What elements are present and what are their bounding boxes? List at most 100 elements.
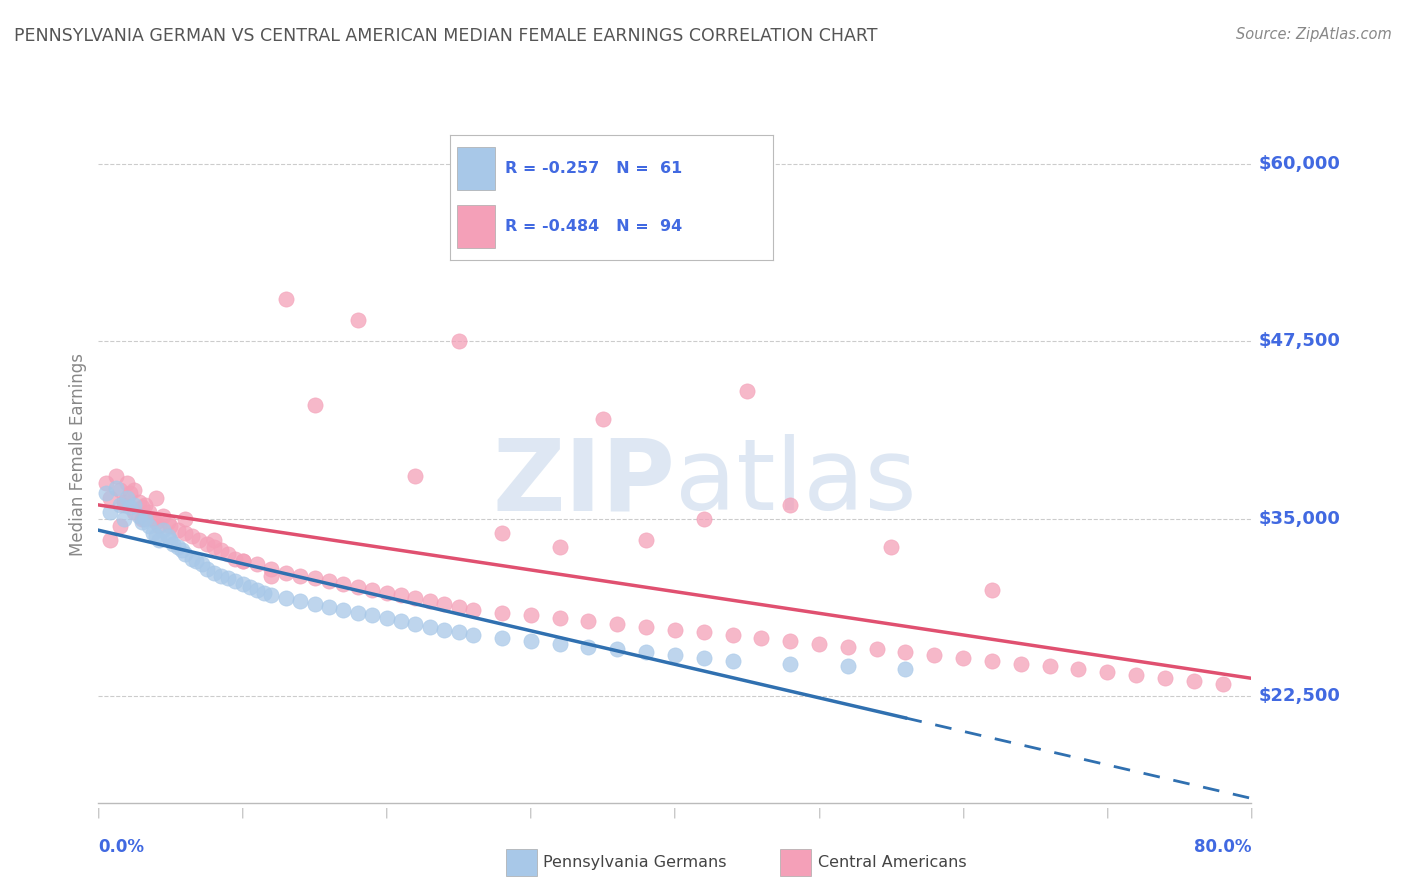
Point [636, 645, 658, 659]
Point [520, 608, 543, 623]
Point [128, 495, 150, 509]
Point [239, 580, 262, 594]
Point [231, 554, 254, 568]
Point [145, 491, 167, 505]
Point [170, 543, 193, 558]
Point [606, 642, 628, 657]
Point [922, 648, 945, 662]
Text: PENNSYLVANIA GERMAN VS CENTRAL AMERICAN MEDIAN FEMALE EARNINGS CORRELATION CHART: PENNSYLVANIA GERMAN VS CENTRAL AMERICAN … [14, 27, 877, 45]
Point [188, 533, 211, 548]
Point [104, 469, 127, 483]
Text: |: | [1105, 807, 1109, 818]
Point [195, 537, 218, 551]
Text: |: | [673, 807, 676, 818]
Point [304, 571, 326, 585]
Point [138, 519, 160, 533]
Point [837, 659, 859, 673]
Point [162, 537, 184, 551]
Point [461, 628, 484, 642]
Point [866, 642, 889, 657]
Point [202, 566, 225, 580]
Point [152, 508, 174, 523]
Point [253, 585, 276, 599]
Point [520, 634, 543, 648]
Point [195, 561, 218, 575]
Point [304, 597, 326, 611]
Point [142, 512, 165, 526]
Point [304, 398, 326, 412]
Text: |: | [1250, 807, 1253, 818]
Point [224, 551, 246, 566]
Point [246, 582, 269, 597]
Text: |: | [240, 807, 245, 818]
Point [98, 505, 121, 519]
Point [174, 512, 197, 526]
Text: Source: ZipAtlas.com: Source: ZipAtlas.com [1236, 27, 1392, 42]
Point [1153, 671, 1175, 685]
Point [152, 523, 174, 537]
Point [260, 568, 283, 582]
Point [138, 505, 160, 519]
Point [664, 648, 686, 662]
Point [142, 526, 165, 541]
Point [112, 498, 135, 512]
Point [405, 591, 427, 606]
Point [1038, 659, 1062, 673]
Point [361, 608, 384, 623]
Point [181, 529, 204, 543]
Point [419, 620, 441, 634]
Point [548, 611, 571, 625]
Point [693, 625, 716, 640]
Point [174, 526, 197, 541]
Point [120, 500, 142, 515]
Point [405, 469, 427, 483]
Point [274, 591, 297, 606]
Point [131, 515, 153, 529]
Point [202, 540, 225, 554]
Point [779, 657, 801, 671]
Point [290, 594, 312, 608]
Point [361, 582, 384, 597]
Point [447, 334, 470, 349]
Point [981, 582, 1004, 597]
Y-axis label: Median Female Earnings: Median Female Earnings [69, 353, 87, 557]
Point [433, 623, 456, 637]
Point [131, 500, 153, 515]
Text: |: | [962, 807, 965, 818]
Point [217, 571, 239, 585]
Point [894, 662, 917, 676]
Point [952, 651, 974, 665]
Point [693, 651, 716, 665]
Point [751, 631, 773, 645]
Point [124, 483, 146, 498]
Point [124, 498, 146, 512]
Point [98, 533, 121, 548]
Point [202, 533, 225, 548]
Point [290, 568, 312, 582]
Point [1010, 657, 1032, 671]
Point [98, 491, 121, 505]
Point [447, 599, 470, 614]
Text: |: | [385, 807, 388, 818]
Point [981, 654, 1004, 668]
Text: |: | [529, 807, 533, 818]
Point [94, 476, 117, 491]
Point [145, 515, 167, 529]
Point [134, 512, 156, 526]
Point [548, 637, 571, 651]
Point [721, 654, 744, 668]
Point [217, 547, 239, 561]
Point [318, 574, 340, 589]
Point [117, 491, 138, 505]
Point [224, 574, 246, 589]
Point [721, 628, 744, 642]
Point [405, 616, 427, 631]
Point [346, 580, 368, 594]
Point [548, 540, 571, 554]
Point [166, 523, 188, 537]
Text: Central Americans: Central Americans [818, 855, 967, 870]
Point [735, 384, 758, 398]
Point [191, 558, 214, 572]
Point [131, 512, 153, 526]
Point [209, 568, 232, 582]
